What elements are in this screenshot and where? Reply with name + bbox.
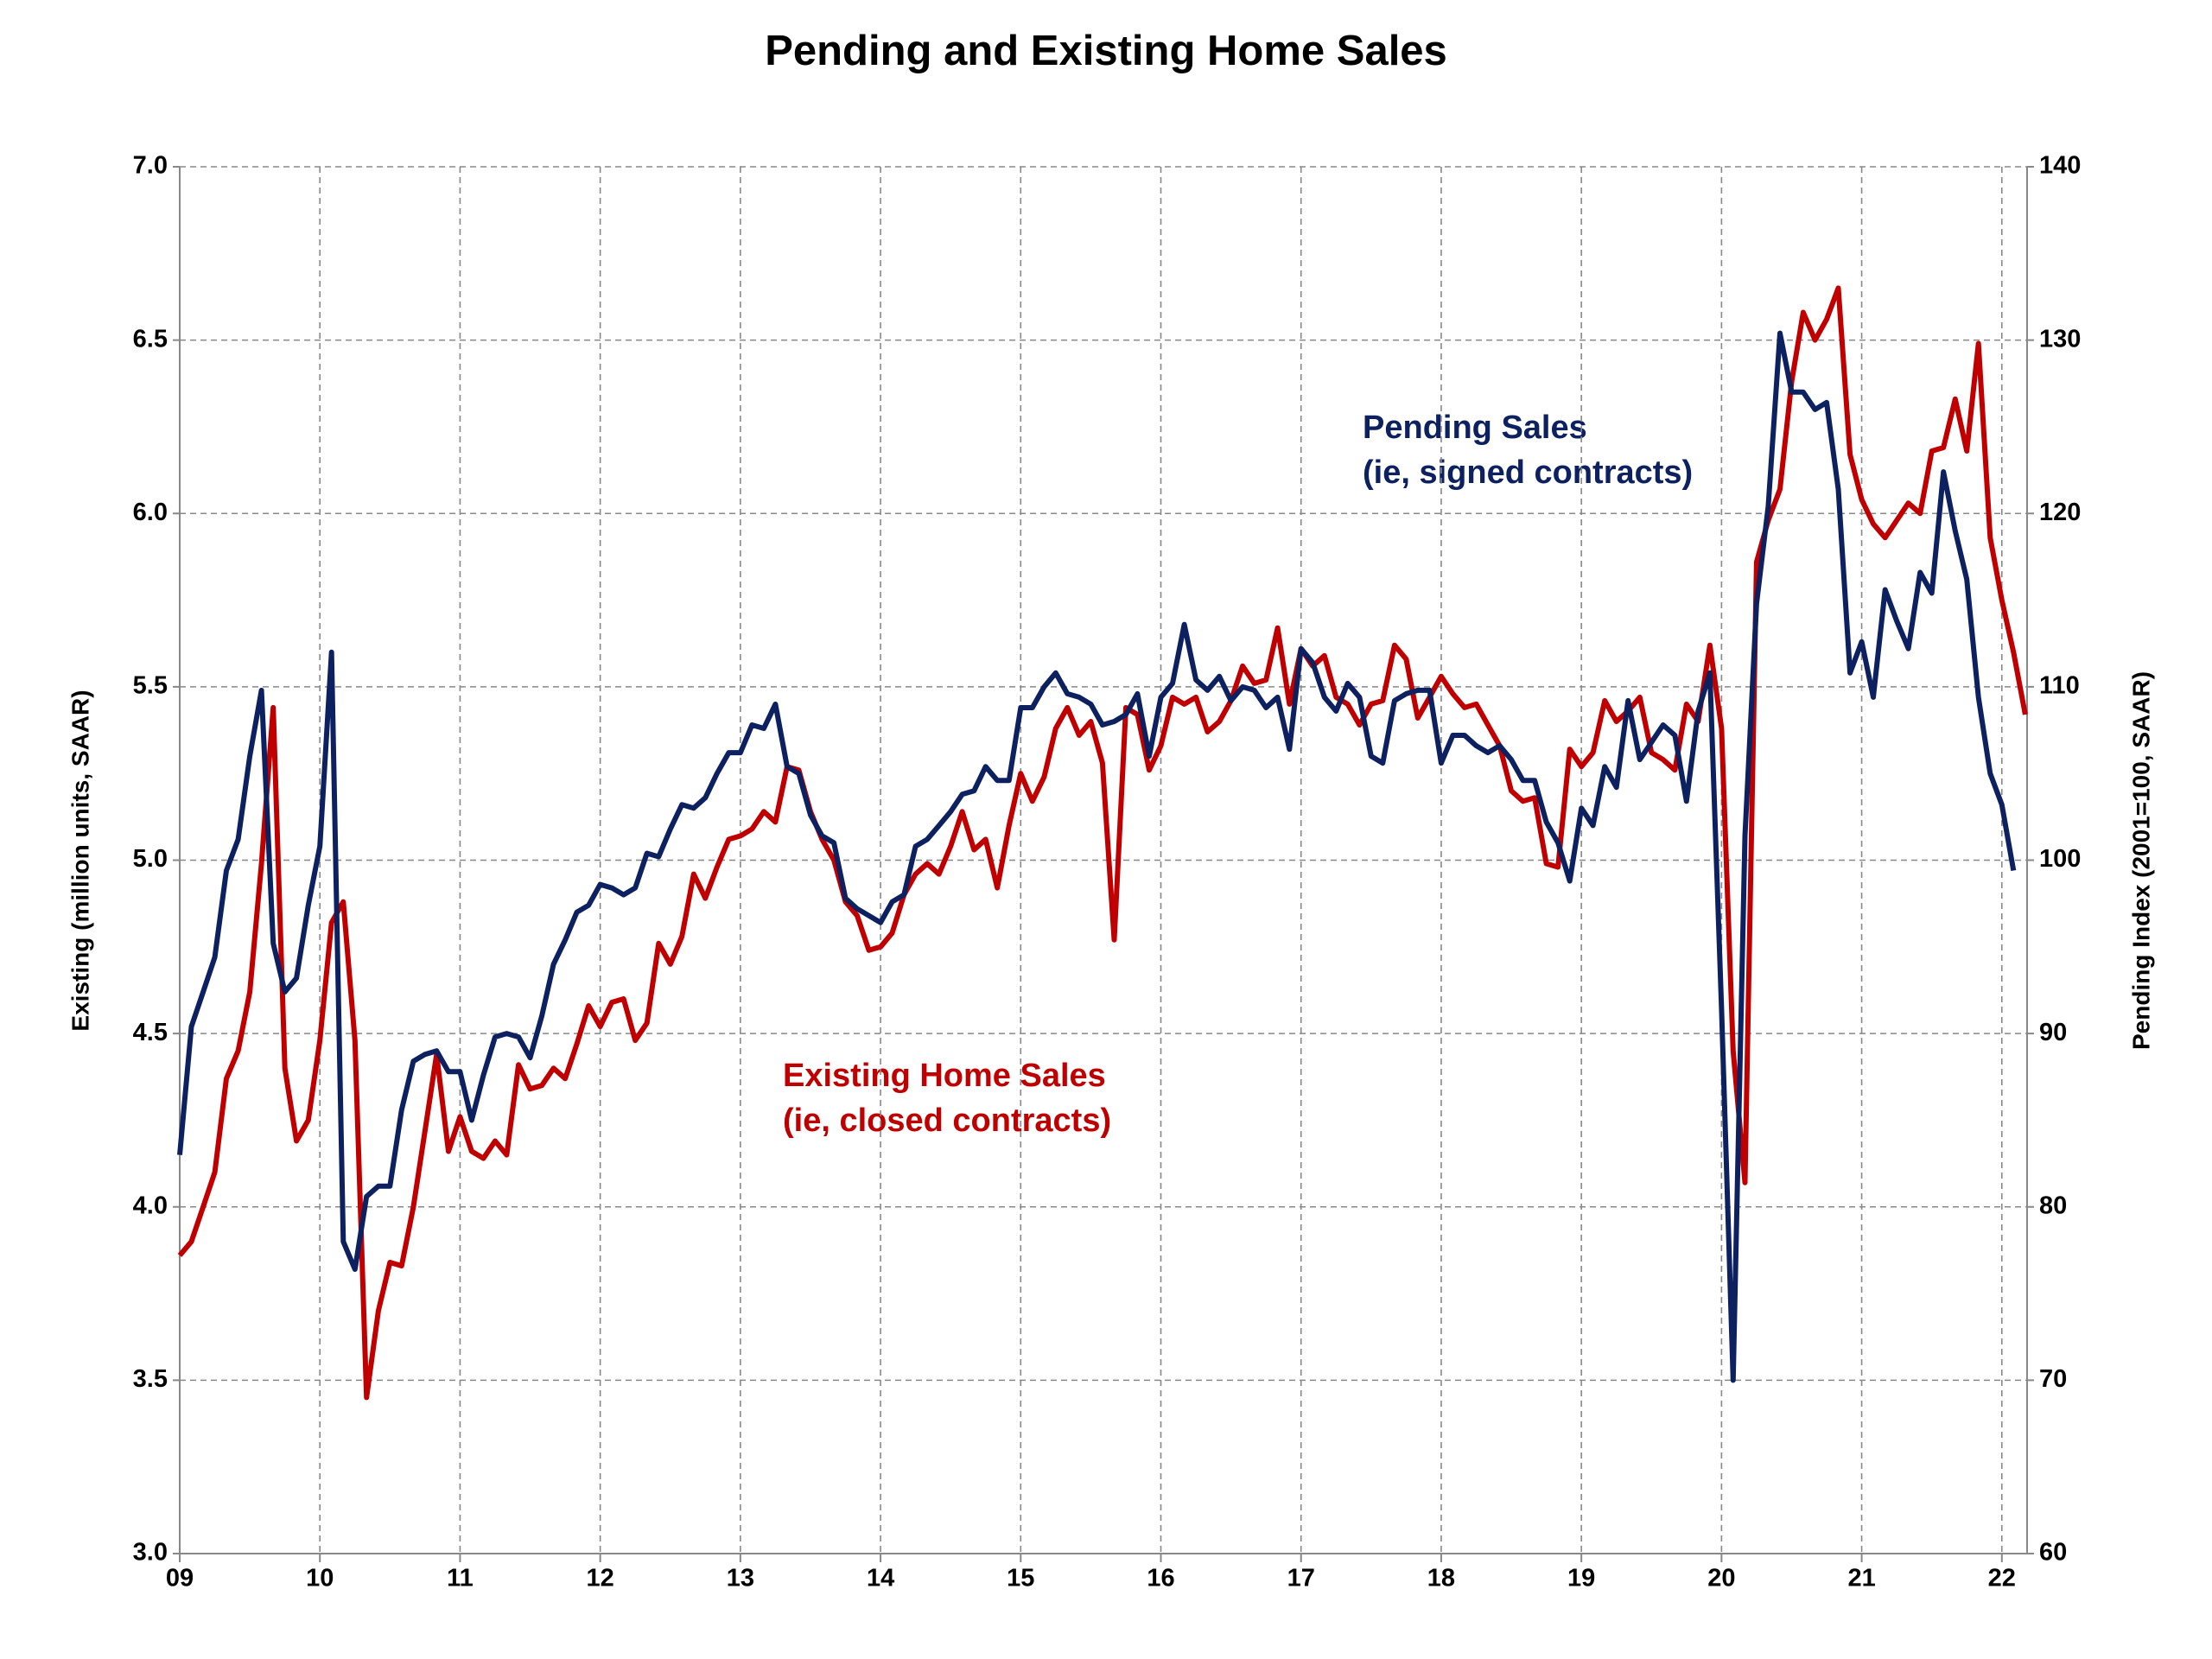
y2-tick-label: 120 bbox=[2039, 499, 2081, 526]
y2-axis-label: Pending Index (2001=100, SAAR) bbox=[2127, 671, 2154, 1050]
annotation: Existing Home Sales bbox=[783, 1058, 1106, 1094]
x-tick-label: 14 bbox=[867, 1565, 894, 1592]
x-tick-label: 17 bbox=[1287, 1565, 1315, 1592]
x-tick-label: 13 bbox=[727, 1565, 754, 1592]
annotation: (ie, closed contracts) bbox=[783, 1103, 1111, 1139]
y2-tick-label: 60 bbox=[2039, 1539, 2067, 1567]
y-tick-label: 3.0 bbox=[133, 1539, 168, 1567]
y-tick-label: 7.0 bbox=[133, 152, 168, 180]
y2-tick-label: 110 bbox=[2039, 672, 2080, 700]
x-tick-label: 15 bbox=[1007, 1565, 1034, 1592]
chart-title: Pending and Existing Home Sales bbox=[765, 28, 1447, 74]
y-tick-label: 4.5 bbox=[133, 1019, 168, 1046]
y-tick-label: 6.0 bbox=[133, 499, 168, 526]
series-line bbox=[177, 285, 2028, 1401]
x-tick-label: 09 bbox=[166, 1565, 194, 1592]
x-tick-label: 18 bbox=[1427, 1565, 1455, 1592]
y-tick-label: 5.0 bbox=[133, 845, 168, 873]
x-tick-label: 19 bbox=[1567, 1565, 1595, 1592]
y2-tick-label: 130 bbox=[2039, 325, 2081, 353]
annotation: (ie, signed contracts) bbox=[1363, 454, 1693, 491]
y-tick-label: 5.5 bbox=[133, 672, 168, 700]
y-tick-label: 3.5 bbox=[133, 1365, 168, 1393]
y2-tick-label: 70 bbox=[2039, 1365, 2067, 1393]
y-tick-label: 6.5 bbox=[133, 325, 168, 353]
y2-tick-label: 100 bbox=[2039, 845, 2081, 873]
x-tick-label: 10 bbox=[306, 1565, 334, 1592]
y2-tick-label: 140 bbox=[2039, 152, 2081, 180]
y2-tick-label: 90 bbox=[2039, 1019, 2067, 1046]
y-axis-label: Existing (million units, SAAR) bbox=[67, 690, 93, 1031]
series-line bbox=[177, 330, 2017, 1383]
y-tick-label: 4.0 bbox=[133, 1192, 168, 1219]
annotation: Pending Sales bbox=[1363, 410, 1587, 446]
x-tick-label: 20 bbox=[1707, 1565, 1735, 1592]
x-tick-label: 16 bbox=[1147, 1565, 1174, 1592]
x-tick-label: 22 bbox=[1988, 1565, 2016, 1592]
y2-tick-label: 80 bbox=[2039, 1192, 2067, 1219]
x-tick-label: 21 bbox=[1847, 1565, 1875, 1592]
x-tick-label: 12 bbox=[587, 1565, 614, 1592]
x-tick-label: 11 bbox=[447, 1565, 474, 1592]
